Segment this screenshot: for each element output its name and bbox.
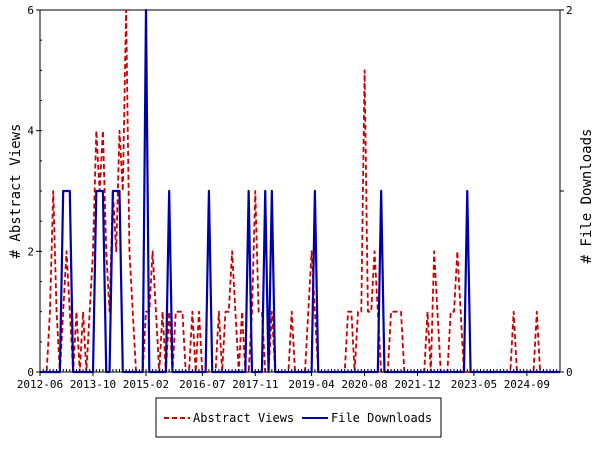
series-line-file-downloads [40,8,560,374]
x-tick-label: 2016-07 [179,378,225,391]
y-left-tick-label: 6 [27,4,34,17]
x-tick-label: 2013-10 [70,378,116,391]
ticks-layer: 2012-06 2013-10 2015-02 2016-07 2017-11 2019-… [17,4,573,391]
x-tick-label: 2024-09 [504,378,550,391]
y-right-axis-title: # File Downloads [579,129,595,264]
x-tick-label: 2019-04 [288,378,335,391]
y-left-tick-label: 2 [27,245,34,258]
series-layer [40,8,560,374]
legend-label-file-downloads: File Downloads [331,411,432,425]
y-left-axis-title: # Abstract Views [8,124,24,259]
y-right-tick-label: 2 [566,4,573,17]
legend-box [155,397,442,438]
y-left-tick-label: 4 [27,125,34,138]
x-tick-label: 2023-05 [451,378,497,391]
legend: Abstract Views File Downloads [155,397,442,438]
x-tick-label: 2012-06 [17,378,63,391]
y-right-tick-label: 0 [566,366,573,379]
plot-area [39,9,561,373]
x-tick-label: 2017-11 [232,378,278,391]
x-tick-label: 2015-02 [123,378,169,391]
legend-label-abstract-views: Abstract Views [193,411,294,425]
x-tick-label: 2020-08 [341,378,387,391]
y-left-tick-label: 0 [27,366,34,379]
x-tick-label: 2021-12 [394,378,440,391]
